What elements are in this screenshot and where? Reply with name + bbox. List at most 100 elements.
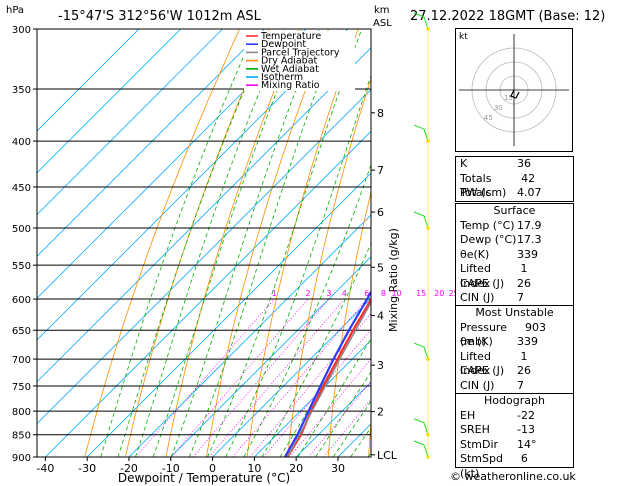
table-row: EH -22 [456,409,573,424]
wet-adiabat-line [315,371,371,457]
hodograph-kt-label: kt [459,32,468,42]
hodograph-ring-label: 45 [484,114,493,122]
row-value: 26 [517,276,531,290]
table-row: StmSpd (kt) 6 [456,452,573,480]
mixing-ratio-label: 1 [272,289,277,298]
dry-adiabat-line [287,77,371,457]
legend-label: Isotherm [261,72,303,83]
series-line-parcel-trajectory [286,301,371,457]
wind-barb [413,342,425,348]
dry-adiabat-line [409,29,455,457]
hodograph-table-title: Hodograph [484,394,545,407]
table-row: Lifted Index 1 [456,349,573,378]
km-tick-label: 6 [377,206,384,219]
row-label: Dewp (°C) [460,233,517,246]
pressure-tick-label: 900 [12,453,31,464]
x-tick-label: -20 [120,462,138,475]
dry-adiabat-line [84,29,240,457]
mixing-ratio-label: 8 [381,289,386,298]
row-value: 339 [517,247,538,261]
series-line-temperature [286,297,371,457]
row-value: 7 [517,291,524,304]
isotherm-line [37,29,349,341]
row-value: 6 [520,452,528,465]
wind-barb [423,16,429,30]
km-tick-label: 7 [377,164,384,177]
mixing-ratio-line [192,298,330,457]
location-title: -15°47'S 312°56'W 1012m ASL [58,9,261,24]
wind-barb [413,418,425,424]
pressure-tick-label: 500 [12,224,31,235]
pressure-tick-label: 350 [12,85,31,96]
table-row: Pressure (mb) 903 [456,320,573,349]
table-row: CIN (J) 7 [456,379,573,394]
mixing-ratio-line [249,312,371,457]
mixing-ratio-label: 15 [416,289,426,298]
row-value: 1 [520,262,528,275]
hodograph-ring-label: 30 [494,104,503,112]
mixing-ratio-label: 20 [434,289,444,298]
row-value: 7 [517,378,524,392]
x-axis-label: Dewpoint / Temperature (°C) [118,471,290,485]
wet-adiabat-line [100,29,257,457]
row-value: 903 [524,320,546,334]
table-row: CIN (J) 7 [456,291,573,306]
isotherm-line [170,256,371,457]
indices-panel: K 36 Totals Totals 42 PW (cm) 4.07 [455,156,574,202]
x-tick-label: -30 [78,462,96,475]
km-tick-label: 3 [377,359,384,372]
series-line-dewpoint [283,289,371,457]
datetime-title: 27.12.2022 18GMT (Base: 12) [410,9,606,24]
row-label: CAPE (J) [460,364,505,377]
wind-barb [423,444,429,458]
isotherm-line [37,88,371,425]
mixing-ratio-line [170,298,309,457]
row-label: StmDir [460,437,499,451]
wind-barb [423,346,429,360]
pressure-tick-label: 550 [12,261,31,272]
wind-barb [423,215,429,229]
isotherm-line [37,29,223,216]
x-tick-label: 10 [247,462,261,475]
table-row: Lifted Index 1 [456,262,573,290]
mixing-ratio-label: 25 [448,289,455,298]
dry-adiabat-line [206,29,329,457]
row-label: Lifted Index [460,349,491,378]
row-value: 17.3 [517,233,542,246]
mixing-ratio-label: 2 [305,289,310,298]
table-row: PW (cm) 4.07 [456,186,573,201]
row-value: 14° [517,437,537,451]
row-label: PW (cm) [460,186,507,199]
row-label: CIN (J) [460,378,495,392]
skewt-grid [37,29,455,457]
legend-box [244,31,355,91]
asl-label: ASL [373,18,392,29]
table-row: θe (K) 339 [456,335,573,350]
skewt-axes: 300350400450500550600650700750800850900-… [12,25,398,475]
hodograph-trace [510,89,520,99]
wet-adiabat-line [367,451,371,457]
mixing-ratio-axis-label: Mixing Ratio (g/kg) [387,228,400,332]
legend-label: Dry Adiabat [261,56,318,67]
row-value: 36 [517,157,531,170]
wind-barb [423,128,429,142]
most-unstable-title: Most Unstable [475,306,554,319]
pressure-tick-label: 400 [12,137,31,148]
wet-adiabat-line [225,74,371,457]
mixing-ratio-label: 10 [391,289,401,298]
x-tick-label: -40 [36,462,54,475]
plot-frame [36,28,372,458]
surface-panel: Surface Temp (°C) 17.9 Dewp (°C) 17.3 θe(K) 3… [455,203,574,307]
hodograph-table-panel: Hodograph EH -22 SREH -13 StmDir 14° StmSpd (k… [455,393,574,480]
table-row: CAPE (J) 26 [456,364,573,379]
legend-label: Wet Adiabat [261,64,319,75]
row-value: 1 [520,349,528,363]
wet-adiabat-line [207,29,363,457]
table-row: θe(K) 339 [456,248,573,263]
row-value: 339 [517,335,538,348]
table-row: Temp (°C) 17.9 [456,219,573,234]
row-label: StmSpd (kt) [460,452,503,480]
row-label: CAPE (J) [460,276,505,290]
pressure-tick-label: 600 [12,295,31,306]
